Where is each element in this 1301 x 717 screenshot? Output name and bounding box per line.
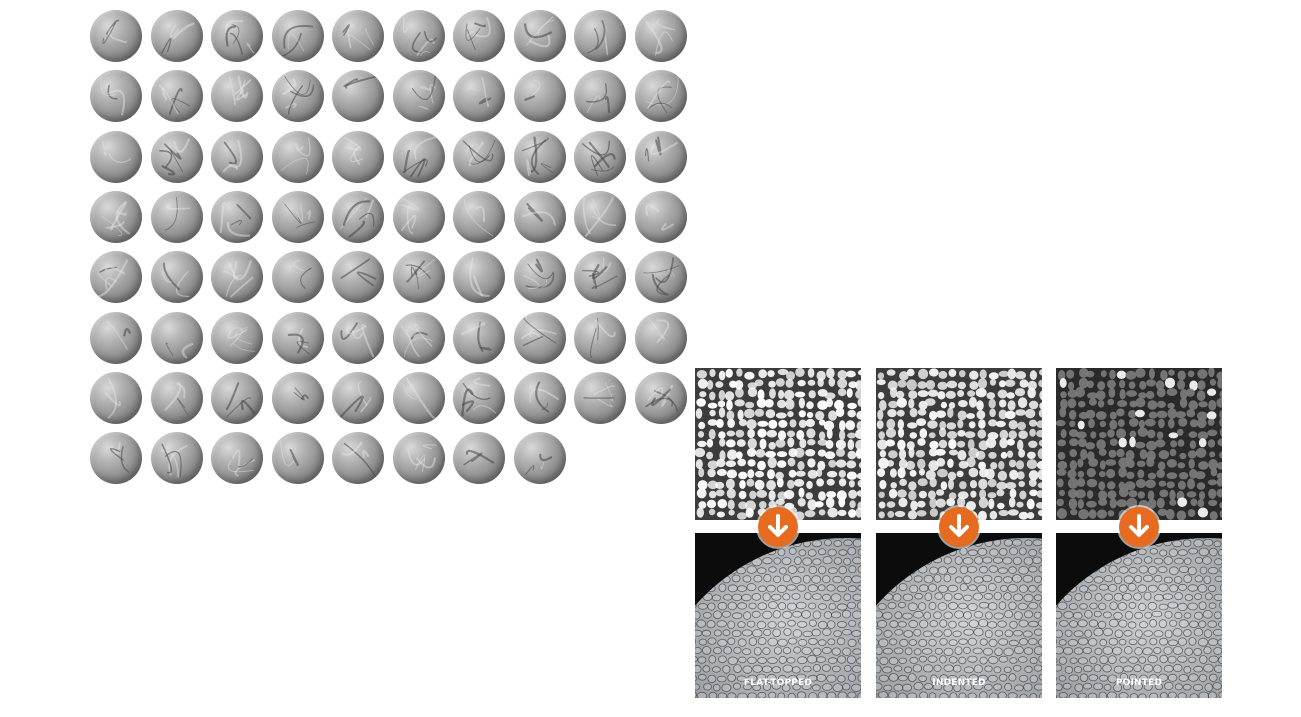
brush-sphere	[271, 251, 324, 304]
brush-sphere	[271, 70, 324, 123]
brush-sphere	[574, 190, 626, 243]
texture-comparison: FLAT-TOPPED INDENTED POINTED	[695, 368, 1225, 698]
brush-sphere	[90, 10, 142, 62]
brush-sphere	[634, 70, 687, 123]
brush-sphere	[90, 190, 142, 243]
down-arrow-icon	[1119, 507, 1159, 547]
brush-sphere	[392, 190, 445, 243]
brush-sphere	[332, 70, 384, 123]
brush-sphere	[453, 251, 505, 304]
brush-sphere	[513, 311, 566, 364]
brush-sphere	[453, 10, 505, 62]
brush-sphere	[392, 70, 445, 123]
brush-sphere	[453, 371, 505, 424]
brush-sphere	[332, 251, 384, 304]
brush-sphere	[634, 190, 687, 243]
brush-sphere	[271, 130, 324, 183]
alpha-texture-indented	[876, 368, 1042, 520]
brush-sphere	[90, 251, 142, 304]
brush-sphere	[271, 371, 324, 424]
brush-sphere	[453, 70, 505, 123]
brush-sphere	[634, 251, 687, 304]
panel-flat-topped: FLAT-TOPPED	[695, 368, 861, 698]
brush-sphere	[453, 432, 505, 485]
brush-sphere	[271, 432, 324, 485]
brush-sphere	[513, 251, 566, 304]
brush-sphere	[150, 251, 203, 304]
brush-sphere	[150, 70, 203, 123]
brush-sphere	[332, 432, 384, 485]
brush-sphere	[634, 10, 687, 62]
alpha-texture-flat-topped	[695, 368, 861, 520]
brush-sphere	[332, 190, 384, 243]
sculpted-sphere-flat-topped: FLAT-TOPPED	[695, 533, 861, 698]
brush-sphere	[332, 10, 384, 62]
panel-indented: INDENTED	[876, 368, 1042, 698]
panel-label-pointed: POINTED	[1115, 678, 1163, 688]
brush-sphere	[211, 190, 263, 243]
brush-sphere	[332, 371, 384, 424]
brush-sphere	[513, 432, 566, 485]
brush-sphere	[90, 371, 142, 424]
brush-sphere	[634, 311, 687, 364]
sculpted-sphere-pointed: POINTED	[1056, 533, 1222, 698]
alpha-texture-pointed	[1056, 368, 1222, 520]
brush-sphere	[513, 70, 566, 123]
brush-sphere	[392, 251, 445, 304]
brush-sphere	[392, 371, 445, 424]
panel-label-flat-topped: FLAT-TOPPED	[743, 678, 813, 688]
brush-sphere	[150, 371, 203, 424]
brush-sphere	[574, 130, 626, 183]
brush-preview-grid	[90, 10, 690, 490]
brush-sphere	[90, 130, 142, 183]
brush-sphere	[150, 190, 203, 243]
brush-sphere	[574, 251, 626, 304]
brush-sphere	[332, 311, 384, 364]
down-arrow-icon	[939, 507, 979, 547]
brush-sphere	[453, 130, 505, 183]
panel-label-indented: INDENTED	[932, 678, 986, 688]
brush-sphere	[90, 70, 142, 123]
brush-sphere	[150, 10, 203, 62]
brush-sphere	[513, 371, 566, 424]
brush-sphere	[211, 432, 263, 485]
brush-sphere	[211, 311, 263, 364]
brush-sphere	[574, 371, 626, 424]
brush-sphere	[574, 311, 626, 364]
brush-sphere	[271, 10, 324, 62]
brush-sphere	[392, 432, 445, 485]
sculpted-sphere-indented: INDENTED	[876, 533, 1042, 698]
brush-sphere	[574, 70, 626, 123]
brush-sphere	[211, 371, 263, 424]
brush-sphere	[211, 130, 263, 183]
brush-sphere	[634, 130, 687, 183]
brush-sphere	[150, 432, 203, 485]
brush-sphere	[392, 311, 445, 364]
brush-sphere	[90, 432, 142, 485]
brush-sphere	[453, 311, 505, 364]
brush-sphere	[513, 10, 566, 62]
brush-sphere	[392, 10, 445, 62]
brush-sphere	[271, 190, 324, 243]
brush-sphere	[392, 130, 445, 183]
brush-sphere	[332, 130, 384, 183]
brush-sphere	[211, 70, 263, 123]
brush-sphere	[211, 251, 263, 304]
brush-sphere	[271, 311, 324, 364]
brush-sphere	[513, 190, 566, 243]
brush-sphere	[150, 130, 203, 183]
brush-sphere	[513, 130, 566, 183]
brush-sphere	[634, 371, 687, 424]
brush-sphere	[453, 190, 505, 243]
brush-sphere	[211, 10, 263, 62]
down-arrow-icon	[758, 507, 798, 547]
brush-sphere	[90, 311, 142, 364]
brush-sphere	[150, 311, 203, 364]
brush-sphere	[574, 10, 626, 62]
panel-pointed: POINTED	[1056, 368, 1222, 698]
